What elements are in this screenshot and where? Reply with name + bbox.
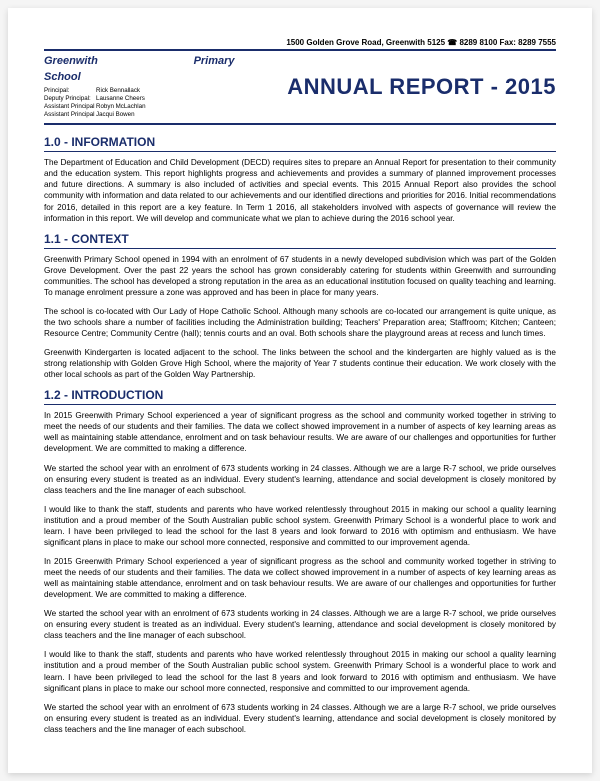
staff-role: Principal: <box>44 87 96 95</box>
staff-row: Assistant Principal Robyn McLachlan <box>44 103 239 111</box>
header-right: ANNUAL REPORT - 2015 <box>239 55 556 119</box>
school-name: Greenwith Primary <box>44 55 239 67</box>
section-heading-intro: 1.2 - INTRODUCTION <box>44 388 556 405</box>
section-heading-context: 1.1 - CONTEXT <box>44 232 556 249</box>
body-paragraph: In 2015 Greenwith Primary School experie… <box>44 410 556 454</box>
header-block: Greenwith Primary School Principal: Rick… <box>44 49 556 125</box>
staff-name: Rick Bennallack <box>96 87 140 95</box>
section-heading-info: 1.0 - INFORMATION <box>44 135 556 152</box>
staff-role: Assistant Principal <box>44 111 96 119</box>
school-word-2: Primary <box>194 55 235 67</box>
school-word-3: School <box>44 71 81 83</box>
staff-row: Assistant Principal Jacqui Bowen <box>44 111 239 119</box>
body-paragraph: The school is co-located with Our Lady o… <box>44 306 556 339</box>
body-paragraph: In 2015 Greenwith Primary School experie… <box>44 556 556 600</box>
staff-role: Deputy Principal: <box>44 95 96 103</box>
staff-name: Robyn McLachlan <box>96 103 146 111</box>
body-paragraph: We started the school year with an enrol… <box>44 463 556 496</box>
body-paragraph: The Department of Education and Child De… <box>44 157 556 223</box>
body-paragraph: I would like to thank the staff, student… <box>44 649 556 693</box>
header-address: 1500 Golden Grove Road, Greenwith 5125 ☎… <box>44 38 556 47</box>
header-left: Greenwith Primary School Principal: Rick… <box>44 55 239 119</box>
school-word-1: Greenwith <box>44 55 98 67</box>
staff-row: Deputy Principal: Lausanne Cheers <box>44 95 239 103</box>
school-name-line2: School <box>44 71 239 83</box>
staff-table: Principal: Rick Bennallack Deputy Princi… <box>44 87 239 119</box>
document-page: 1500 Golden Grove Road, Greenwith 5125 ☎… <box>8 8 592 773</box>
staff-name: Lausanne Cheers <box>96 95 145 103</box>
body-paragraph: I would like to thank the staff, student… <box>44 504 556 548</box>
staff-name: Jacqui Bowen <box>96 111 135 119</box>
staff-row: Principal: Rick Bennallack <box>44 87 239 95</box>
staff-role: Assistant Principal <box>44 103 96 111</box>
body-paragraph: We started the school year with an enrol… <box>44 608 556 641</box>
report-title: ANNUAL REPORT - 2015 <box>287 74 556 100</box>
body-paragraph: Greenwith Kindergarten is located adjace… <box>44 347 556 380</box>
body-paragraph: Greenwith Primary School opened in 1994 … <box>44 254 556 298</box>
